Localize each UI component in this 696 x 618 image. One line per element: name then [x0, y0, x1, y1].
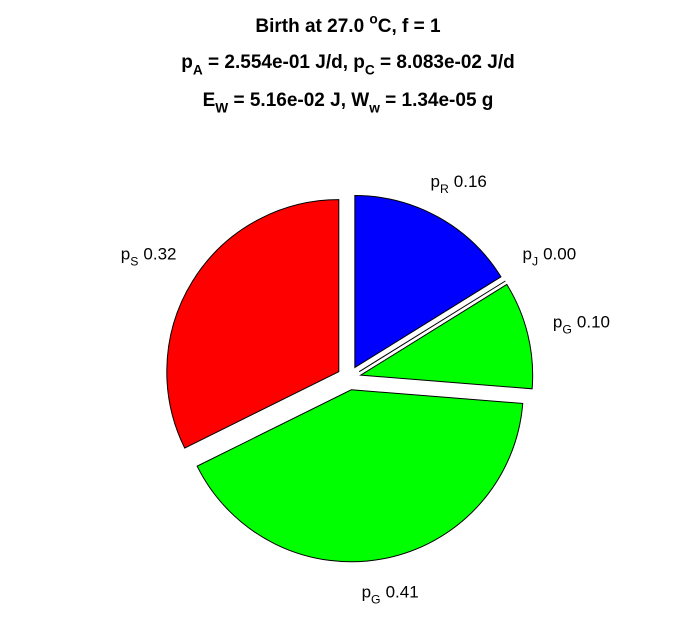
pie-slice: [359, 283, 534, 390]
subscript: A: [193, 63, 203, 78]
chart-title: pA = 2.554e-01 J/d, pC = 8.083e-02 J/d: [181, 52, 514, 78]
value-label: 0.41: [386, 582, 419, 601]
subscript: C: [365, 63, 375, 78]
value-label: 0.32: [143, 245, 176, 264]
text-part: = 8.083e-02 J/d: [375, 52, 515, 73]
subscript: S: [130, 255, 138, 269]
text-part: Birth at 27.0: [255, 16, 369, 37]
pie-slice: [196, 389, 524, 563]
text-part: = 1.34e-05 g: [380, 90, 494, 111]
subscript: G: [562, 323, 572, 337]
text-part: p: [553, 313, 562, 332]
value-label: 0.10: [577, 313, 610, 332]
text-part: = 5.16e-02 J, W: [228, 90, 369, 111]
text-part: p: [121, 245, 130, 264]
text-part: E: [203, 90, 216, 111]
subscript: G: [371, 592, 381, 606]
chart-title: Birth at 27.0 oC, f = 1: [255, 11, 441, 37]
subscript: J: [532, 255, 538, 269]
subscript: w: [368, 101, 380, 116]
text-part: p: [523, 245, 532, 264]
subscript: W: [215, 101, 228, 116]
slice-label: pR 0.16: [430, 172, 486, 196]
chart-title: EW = 5.16e-02 J, Ww = 1.34e-05 g: [203, 90, 494, 116]
text-part: = 2.554e-01 J/d, p: [203, 52, 365, 73]
pie-slice: [358, 280, 506, 373]
slice-label: pJ 0.00: [523, 245, 577, 269]
slice-label: pG 0.41: [362, 582, 419, 606]
text-part: p: [181, 52, 193, 73]
text-part: p: [430, 172, 439, 191]
pie-slice: [166, 199, 340, 449]
pie-slice: [354, 195, 502, 369]
value-label: 0.00: [543, 245, 576, 264]
slice-label: pS 0.32: [121, 245, 177, 269]
text-part: p: [362, 582, 371, 601]
slice-label: pG 0.10: [553, 313, 610, 337]
text-part: C, f = 1: [378, 16, 441, 37]
subscript: R: [440, 182, 449, 196]
supscript: o: [369, 11, 377, 26]
value-label: 0.16: [454, 172, 487, 191]
